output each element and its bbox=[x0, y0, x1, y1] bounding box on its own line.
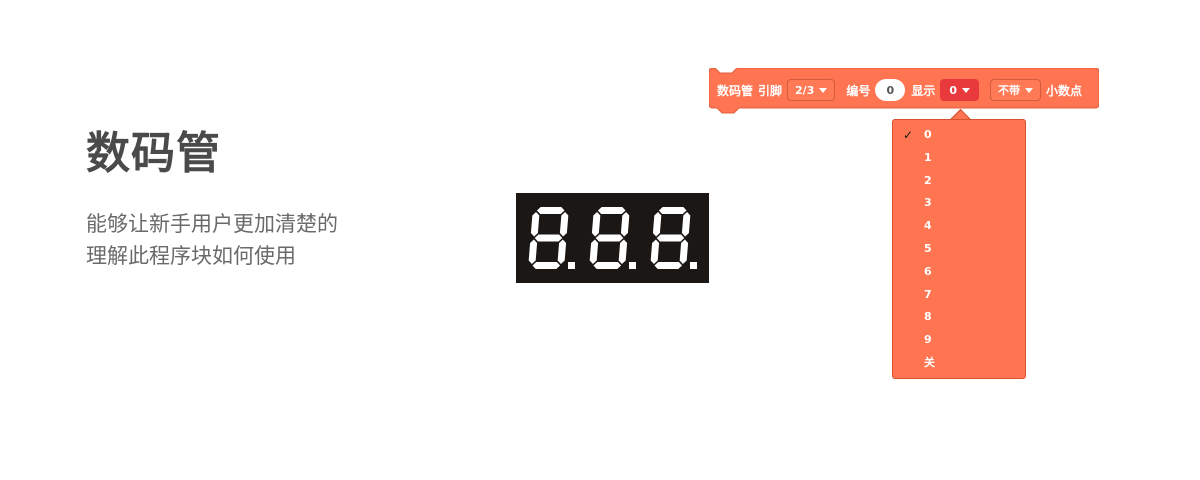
menu-item-label: 关 bbox=[924, 355, 935, 369]
pin-dropdown-value: 2/3 bbox=[795, 83, 815, 97]
description-line-1: 能够让新手用户更加清楚的 bbox=[86, 212, 338, 236]
menu-item-9[interactable]: 9 bbox=[893, 329, 1025, 352]
block-label-tube: 数码管 bbox=[717, 83, 754, 98]
segment-a bbox=[536, 207, 565, 214]
pin-dropdown[interactable]: 2/3 bbox=[787, 79, 836, 101]
menu-item-label: 0 bbox=[924, 128, 932, 141]
menu-item-0[interactable]: ✓ 0 bbox=[893, 124, 1025, 147]
block-label-index: 编号 bbox=[846, 83, 871, 98]
menu-item-label: 7 bbox=[924, 287, 932, 301]
menu-item-label: 4 bbox=[924, 219, 932, 233]
segment-c bbox=[618, 239, 628, 264]
menu-item-8[interactable]: 8 bbox=[893, 306, 1025, 329]
segment-a bbox=[658, 207, 687, 214]
segment-f bbox=[591, 212, 601, 237]
segment-c bbox=[557, 239, 567, 264]
block-label-show: 显示 bbox=[911, 83, 936, 98]
segment-d bbox=[532, 262, 561, 269]
segment-g bbox=[656, 234, 685, 242]
block-row: 数码管 引脚 2/3 编号 0 显示 0 不带 小数点 bbox=[717, 77, 1087, 103]
menu-item-label: 9 bbox=[924, 333, 932, 347]
menu-item-label: 6 bbox=[924, 264, 932, 278]
segment-e bbox=[589, 239, 599, 264]
decimal-point bbox=[568, 262, 575, 269]
show-dropdown-value: 0 bbox=[949, 83, 958, 97]
menu-item-label: 1 bbox=[924, 150, 932, 164]
index-input[interactable]: 0 bbox=[875, 79, 906, 101]
seven-segment-digits bbox=[528, 207, 697, 269]
menu-item-10[interactable]: 关 bbox=[893, 352, 1025, 375]
segment-g bbox=[534, 234, 563, 242]
menu-item-label: 2 bbox=[924, 173, 932, 187]
decimal-point bbox=[690, 262, 697, 269]
menu-item-3[interactable]: 3 bbox=[893, 192, 1025, 215]
block-label-pin: 引脚 bbox=[758, 83, 783, 98]
decimal-point bbox=[629, 262, 636, 269]
menu-item-label: 3 bbox=[924, 196, 932, 210]
check-icon: ✓ bbox=[903, 128, 914, 142]
segment-f bbox=[652, 212, 662, 237]
segment-d bbox=[593, 262, 622, 269]
seven-segment-display bbox=[516, 193, 709, 283]
page-title: 数码管 bbox=[86, 128, 221, 179]
page-description: 能够让新手用户更加清楚的 理解此程序块如何使用 bbox=[86, 208, 406, 272]
segment-e bbox=[650, 239, 660, 264]
segment-c bbox=[679, 239, 689, 264]
segment-d bbox=[654, 262, 683, 269]
dot-dropdown-value: 不带 bbox=[998, 84, 1021, 97]
segment-b bbox=[559, 212, 569, 237]
menu-item-4[interactable]: 4 bbox=[893, 215, 1025, 238]
menu-item-1[interactable]: 1 bbox=[893, 147, 1025, 170]
description-line-2: 理解此程序块如何使用 bbox=[86, 244, 296, 268]
menu-item-label: 8 bbox=[924, 310, 932, 324]
segment-e bbox=[528, 239, 538, 264]
menu-item-6[interactable]: 6 bbox=[893, 261, 1025, 284]
chevron-down-icon bbox=[1025, 87, 1034, 93]
chevron-down-icon bbox=[819, 87, 828, 93]
digital-tube-block[interactable]: 数码管 引脚 2/3 编号 0 显示 0 不带 小数点 bbox=[709, 68, 1099, 114]
segment-g bbox=[595, 234, 624, 242]
chevron-down-icon bbox=[962, 87, 971, 93]
segment-b bbox=[681, 212, 691, 237]
menu-item-5[interactable]: 5 bbox=[893, 238, 1025, 261]
show-dropdown[interactable]: 0 bbox=[940, 79, 980, 101]
menu-item-label: 5 bbox=[924, 241, 932, 255]
dot-dropdown[interactable]: 不带 bbox=[990, 79, 1042, 101]
menu-item-7[interactable]: 7 bbox=[893, 284, 1025, 307]
segment-b bbox=[620, 212, 630, 237]
segment-f bbox=[530, 212, 540, 237]
show-value-menu: ✓ 0 1 2 3 4 5 6 7 8 9 关 bbox=[892, 119, 1026, 379]
block-label-dot: 小数点 bbox=[1046, 83, 1083, 98]
segment-a bbox=[597, 207, 626, 214]
menu-item-2[interactable]: 2 bbox=[893, 170, 1025, 193]
